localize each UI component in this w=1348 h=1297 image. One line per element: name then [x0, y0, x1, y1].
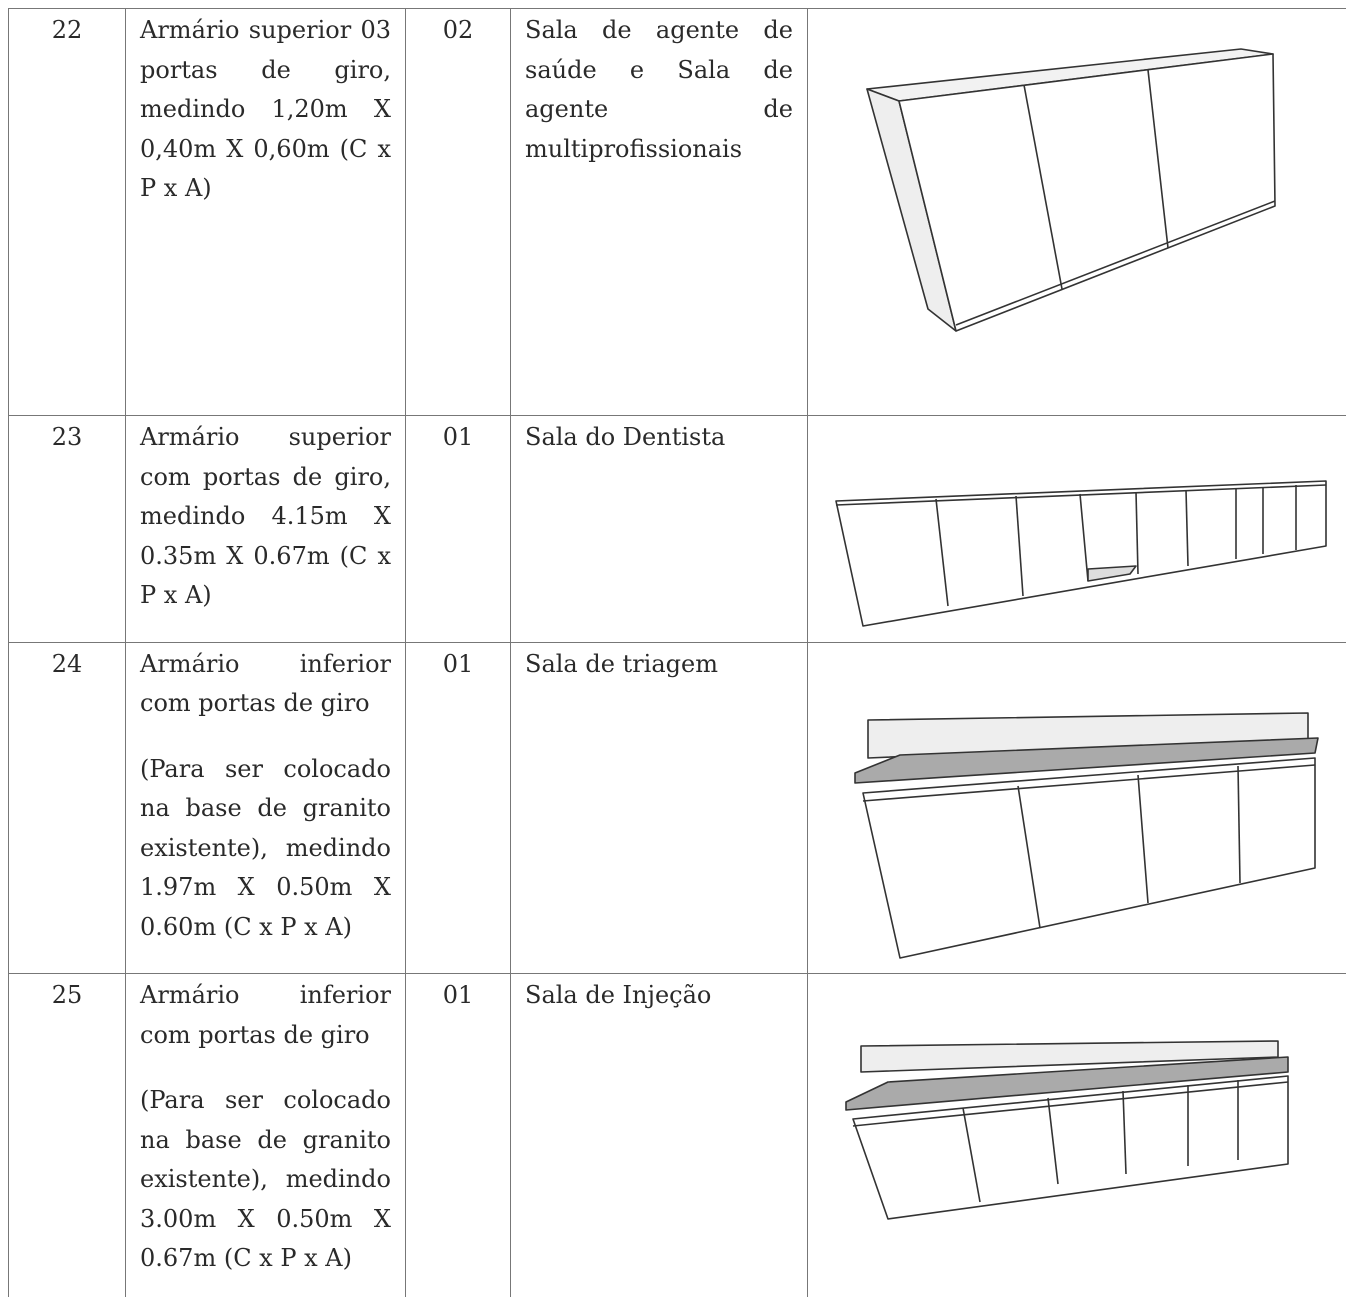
- cabinet-sketch: [854, 711, 1319, 959]
- description: Armário superior com portas de giro, med…: [125, 415, 406, 643]
- description-paragraph: (Para ser colocado na base de granito ex…: [140, 754, 391, 941]
- location: Sala de triagem: [510, 641, 808, 974]
- row: 22 Armário superior 03 portas de giro, m…: [8, 8, 1346, 416]
- quantity: 01: [405, 641, 511, 974]
- description-paragraph: Armário inferior com portas de giro: [140, 981, 391, 1049]
- image-cell: [807, 8, 1346, 416]
- item-number: 25: [8, 973, 126, 1297]
- document: 22 Armário superior 03 portas de giro, m…: [8, 8, 1346, 1297]
- item-number: 24: [8, 641, 126, 974]
- location: Sala de Injeção: [510, 973, 808, 1297]
- description-paragraph: (Para ser colocado na base de granito ex…: [140, 1086, 391, 1272]
- description-paragraph: Armário inferior com portas de giro: [140, 649, 391, 718]
- item-number: 23: [8, 415, 126, 643]
- quantity: 01: [405, 415, 511, 643]
- description-paragraph: Armário superior com portas de giro, med…: [140, 423, 391, 609]
- row: 24 Armário inferior com portas de giro (P…: [8, 641, 1346, 974]
- location: Sala de agente de saúde e Sala de agente…: [510, 8, 808, 416]
- image-cell: [807, 415, 1346, 643]
- description-paragraph: Armário superior 03 portas de giro, medi…: [140, 16, 391, 202]
- description: Armário inferior com portas de giro (Para…: [125, 973, 406, 1297]
- image-cell: [807, 641, 1346, 974]
- description: Armário inferior com portas de giro (Para…: [125, 641, 406, 974]
- cabinet-sketch: [835, 480, 1327, 627]
- location: Sala do Dentista: [510, 415, 808, 643]
- image-cell: [807, 973, 1346, 1297]
- cabinet-sketch: [845, 1040, 1289, 1220]
- item-number: 22: [8, 8, 126, 416]
- row: 25 Armário inferior com portas de giro (P…: [8, 973, 1346, 1297]
- furniture-table: 22 Armário superior 03 portas de giro, m…: [8, 8, 1346, 1297]
- quantity: 02: [405, 8, 511, 416]
- row: 23 Armário superior com portas de giro, …: [8, 415, 1346, 643]
- description: Armário superior 03 portas de giro, medi…: [125, 8, 406, 416]
- cabinet-sketch: [866, 48, 1276, 332]
- quantity: 01: [405, 973, 511, 1297]
